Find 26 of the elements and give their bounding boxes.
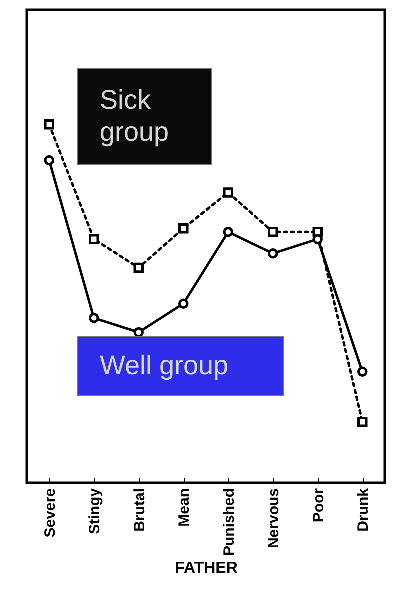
point <box>268 248 278 259</box>
point <box>134 262 144 274</box>
point <box>358 416 368 428</box>
x-tick-label: Severe <box>42 488 59 538</box>
point <box>223 227 234 238</box>
point <box>134 327 144 338</box>
series-label: Sick group <box>100 85 170 147</box>
x-tick-label: Stingy <box>86 488 104 534</box>
point <box>312 234 323 244</box>
point <box>89 313 100 324</box>
x-tick-label: Drunk <box>355 488 372 532</box>
point <box>44 155 54 166</box>
x-tick-label: Poor <box>310 488 328 523</box>
point <box>358 366 368 378</box>
x-tick-label: Brutal <box>131 488 148 532</box>
x-tick-label: Punished <box>220 488 238 556</box>
point <box>223 188 234 198</box>
x-tick-label: Mean <box>176 488 194 527</box>
point <box>89 234 100 244</box>
point <box>178 223 189 234</box>
x-axis-title: FATHER <box>175 560 238 578</box>
point <box>178 298 189 309</box>
x-tick-label: Nervous <box>266 488 283 549</box>
point <box>268 227 278 238</box>
point <box>44 120 54 130</box>
series-label: Well group <box>100 350 229 380</box>
